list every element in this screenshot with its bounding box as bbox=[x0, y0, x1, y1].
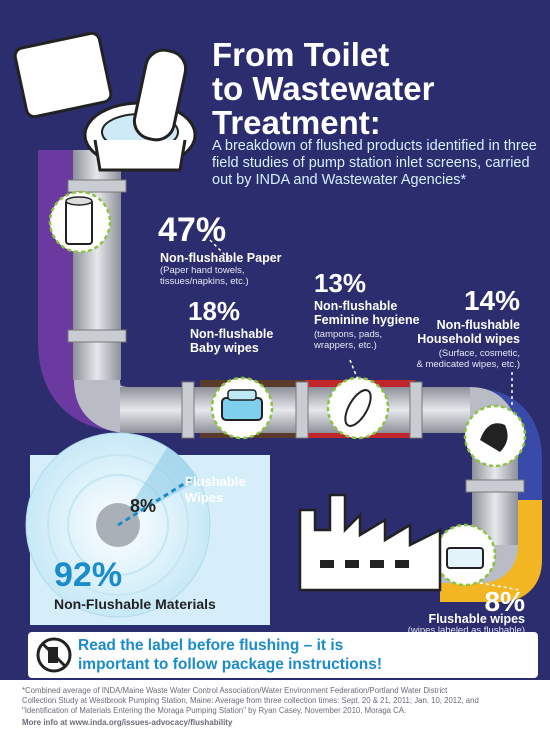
treatment-plant-icon bbox=[298, 493, 442, 592]
pie-nonflushable-label: Non-Flushable Materials bbox=[54, 596, 216, 612]
paper-label: Non-flushable Paper bbox=[160, 251, 282, 265]
sanitary-pad-icon bbox=[326, 376, 390, 440]
footer bbox=[0, 680, 550, 732]
glove-wipe-icon bbox=[463, 404, 527, 468]
baby-wipes-label: Non-flushable Baby wipes bbox=[190, 327, 274, 355]
pie-slice-flushable bbox=[118, 447, 199, 525]
flushable-label: Flushable wipes bbox=[428, 612, 525, 626]
page-title: From Toilet to Wastewater Treatment: bbox=[212, 36, 435, 141]
feminine-note: (tampons, pads, wrappers, etc.) bbox=[314, 329, 383, 351]
pie-flushable-percent: 8% bbox=[130, 496, 157, 516]
pie-flushable-label: Flushable Wipes bbox=[185, 474, 246, 505]
pie-nonflushable-percent: 92% bbox=[54, 556, 123, 594]
feminine-label: Non-flushable Feminine hygiene bbox=[314, 299, 420, 327]
flushable-wipes-box-icon bbox=[433, 523, 497, 587]
footnote: *Combined average of INDA/Maine Waste Wa… bbox=[22, 686, 479, 715]
paper-towel-roll-icon bbox=[48, 190, 112, 254]
paper-note: (Paper hand towels, tissues/napkins, etc… bbox=[160, 265, 249, 287]
pie-chart bbox=[25, 432, 211, 618]
toilet-icon bbox=[13, 31, 197, 172]
household-label: Non-flushable Household wipes bbox=[417, 318, 520, 346]
no-flushing-icon bbox=[36, 637, 72, 673]
more-info-link[interactable]: More info at www.inda.org/issues-advocac… bbox=[22, 718, 233, 727]
subtitle: A breakdown of flushed products identifi… bbox=[212, 138, 537, 188]
flushable-percent: 8% bbox=[484, 586, 525, 617]
household-note: (Surface, cosmetic, & medicated wipes, e… bbox=[416, 348, 521, 370]
baby-wipes-container-icon bbox=[210, 376, 274, 440]
household-percent: 14% bbox=[463, 285, 520, 316]
callout-text: Read the label before flushing – it is i… bbox=[78, 637, 382, 673]
feminine-percent: 13% bbox=[314, 268, 367, 298]
flushable-note: (wipes labeled as flushable) bbox=[407, 625, 525, 636]
band-flushable bbox=[440, 500, 542, 602]
label-callout bbox=[28, 632, 538, 678]
paper-percent: 47% bbox=[158, 211, 227, 249]
baby-wipes-percent: 18% bbox=[188, 296, 241, 326]
